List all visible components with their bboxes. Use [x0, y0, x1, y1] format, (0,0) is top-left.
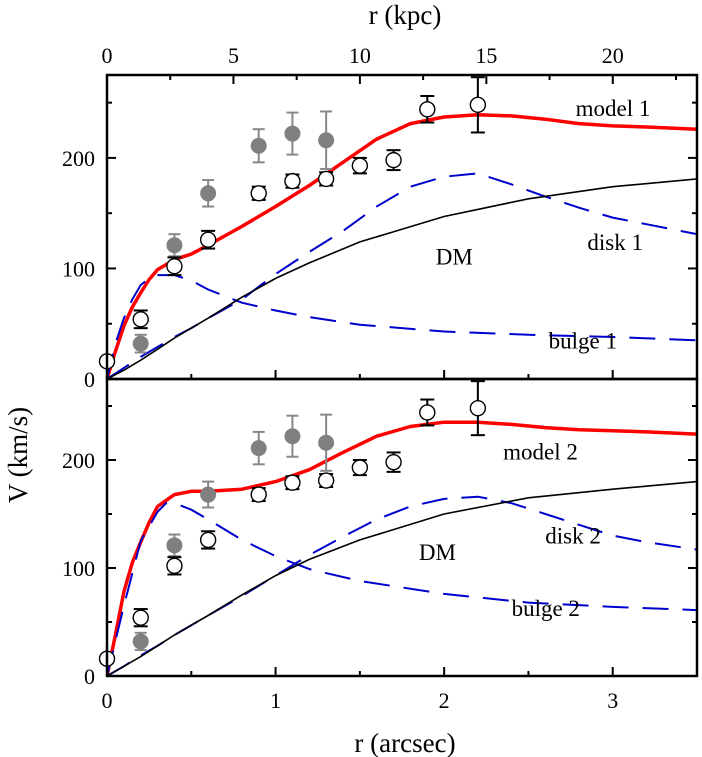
series-annotation: model 1 — [576, 96, 651, 121]
open-data-point — [132, 609, 149, 626]
x-top-tick-label: 20 — [602, 43, 624, 68]
series-line-bulge-2 — [107, 502, 697, 676]
series-line-disk-2 — [107, 495, 697, 676]
series-annotation: DM — [436, 244, 473, 269]
filled-data-point — [166, 237, 183, 254]
series-line-dm — [107, 178, 697, 379]
panels-layer: model 1 disk 1 DM bulge 1 model 2 disk 2 DM bul… — [98, 76, 697, 676]
open-data-point — [317, 472, 335, 489]
series-line-dm — [107, 480, 697, 676]
filled-data-point — [250, 440, 267, 457]
open-data-point — [199, 231, 217, 248]
filled-data-point — [166, 537, 183, 554]
axes-layer: 0 100 200 0 100 200 0 1 2 3 0 5 10 15 20 — [62, 43, 699, 713]
x-top-tick-label: 0 — [102, 43, 113, 68]
open-data-point — [385, 453, 402, 471]
x-top-tick-label: 10 — [349, 43, 371, 68]
series-line-model-1 — [107, 113, 697, 379]
y-tick-label: 0 — [84, 664, 95, 689]
series-line-model-2 — [107, 420, 697, 676]
bottom-x-axis-title: r (arcsec) — [354, 728, 455, 757]
open-data-point — [385, 151, 402, 169]
series-annotation: bulge 1 — [549, 328, 617, 353]
open-data-point — [284, 172, 301, 190]
open-data-point — [199, 531, 217, 549]
open-data-point — [132, 311, 149, 328]
open-data-point — [469, 96, 487, 114]
series-line-bulge-1 — [107, 274, 697, 379]
y-axis-title: V (km/s) — [3, 407, 33, 503]
y-tick-label: 100 — [62, 556, 95, 581]
open-data-point — [250, 486, 267, 503]
filled-data-point — [284, 428, 301, 445]
filled-data-point — [318, 132, 335, 149]
panel-bottom: model 2 disk 2 DM bulge 2 — [98, 380, 697, 676]
x-top-tick-label: 5 — [228, 43, 239, 68]
filled-data-point — [318, 434, 335, 451]
panel-top: model 1 disk 1 DM bulge 1 — [98, 76, 697, 379]
y-tick-label: 200 — [62, 448, 95, 473]
open-data-point — [166, 258, 183, 275]
open-data-point — [419, 101, 436, 118]
x-tick-label: 2 — [439, 688, 450, 713]
x-tick-label: 0 — [102, 688, 113, 713]
open-data-point — [351, 459, 369, 476]
open-data-point — [317, 170, 335, 188]
filled-data-point — [132, 335, 149, 352]
series-annotation: disk 2 — [545, 524, 601, 549]
y-tick-label: 200 — [62, 146, 95, 171]
x-tick-label: 1 — [270, 688, 281, 713]
y-tick-label: 100 — [62, 256, 95, 281]
filled-data-point — [200, 486, 217, 503]
series-annotation: model 2 — [503, 439, 578, 464]
y-tick-label: 0 — [84, 367, 95, 392]
series-annotation: disk 1 — [587, 230, 643, 255]
top-x-axis-title: r (kpc) — [369, 0, 442, 30]
open-data-point — [419, 404, 436, 421]
filled-data-point — [132, 633, 149, 650]
series-annotation: DM — [419, 540, 456, 565]
open-data-point — [166, 557, 183, 575]
open-data-point — [250, 185, 267, 202]
filled-data-point — [284, 125, 301, 142]
filled-data-point — [250, 137, 267, 154]
x-tick-label: 3 — [607, 688, 618, 713]
series-line-disk-1 — [107, 172, 697, 379]
open-data-point — [469, 399, 487, 417]
x-top-tick-label: 15 — [475, 43, 497, 68]
series-annotation: bulge 2 — [512, 596, 580, 621]
open-data-point — [351, 157, 369, 174]
filled-data-point — [200, 185, 217, 202]
open-data-point — [284, 474, 301, 491]
panel-frame-bottom — [105, 377, 699, 678]
